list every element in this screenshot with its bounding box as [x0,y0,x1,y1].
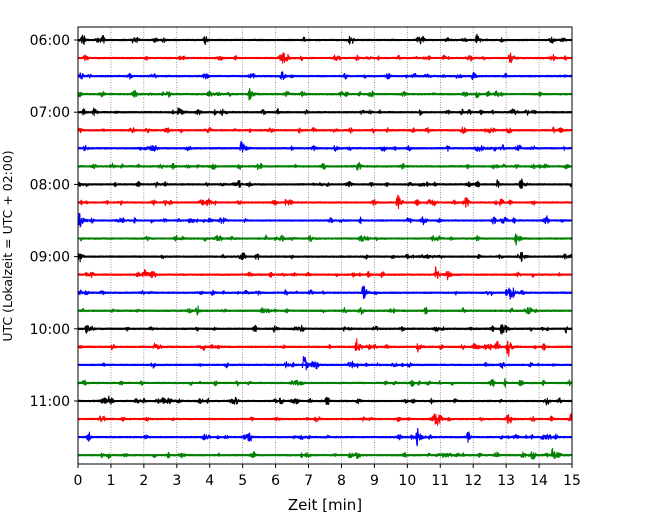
vertical-grid [110,27,540,464]
x-tick-label: 2 [139,473,148,489]
x-tick-label: 10 [398,473,416,489]
seismogram-traces [77,33,573,460]
trace-row-0915 [77,266,573,281]
y-axis-label: UTC (Lokalzeit = UTC + 02:00) [0,150,15,341]
x-tick-label: 0 [74,473,83,489]
x-axis-label: Zeit [min] [288,496,362,514]
x-tick-label: 13 [497,473,515,489]
plot-frame [77,26,573,465]
y-tick-label: 10:00 [30,322,70,338]
y-tick-label: 06:00 [30,33,70,49]
trace-row-1030 [77,356,573,371]
x-tick-label: 4 [205,473,214,489]
y-tick-label: 08:00 [30,177,70,193]
x-tick-label: 11 [431,473,449,489]
x-tick-label: 15 [563,473,581,489]
x-tick-label: 9 [370,473,379,489]
y-tick-label: 07:00 [30,105,70,121]
x-tick-label: 3 [172,473,181,489]
x-tick-label: 7 [304,473,313,489]
y-tick-label: 11:00 [30,394,70,410]
y-axis-ticks: 06:00 07:00 08:00 09:00 10:00 11:00 [30,33,78,410]
x-tick-label: 6 [271,473,280,489]
x-tick-label: 14 [530,473,548,489]
x-tick-label: 5 [238,473,247,489]
trace-row-0730 [77,140,573,153]
x-tick-label: 1 [106,473,115,489]
trace-row-1145 [77,448,573,460]
x-tick-label: 12 [464,473,482,489]
x-axis-ticks: 0 1 2 3 4 5 6 7 8 9 10 11 12 13 14 15 [74,464,581,489]
x-tick-label: 8 [337,473,346,489]
y-tick-label: 09:00 [30,250,70,266]
